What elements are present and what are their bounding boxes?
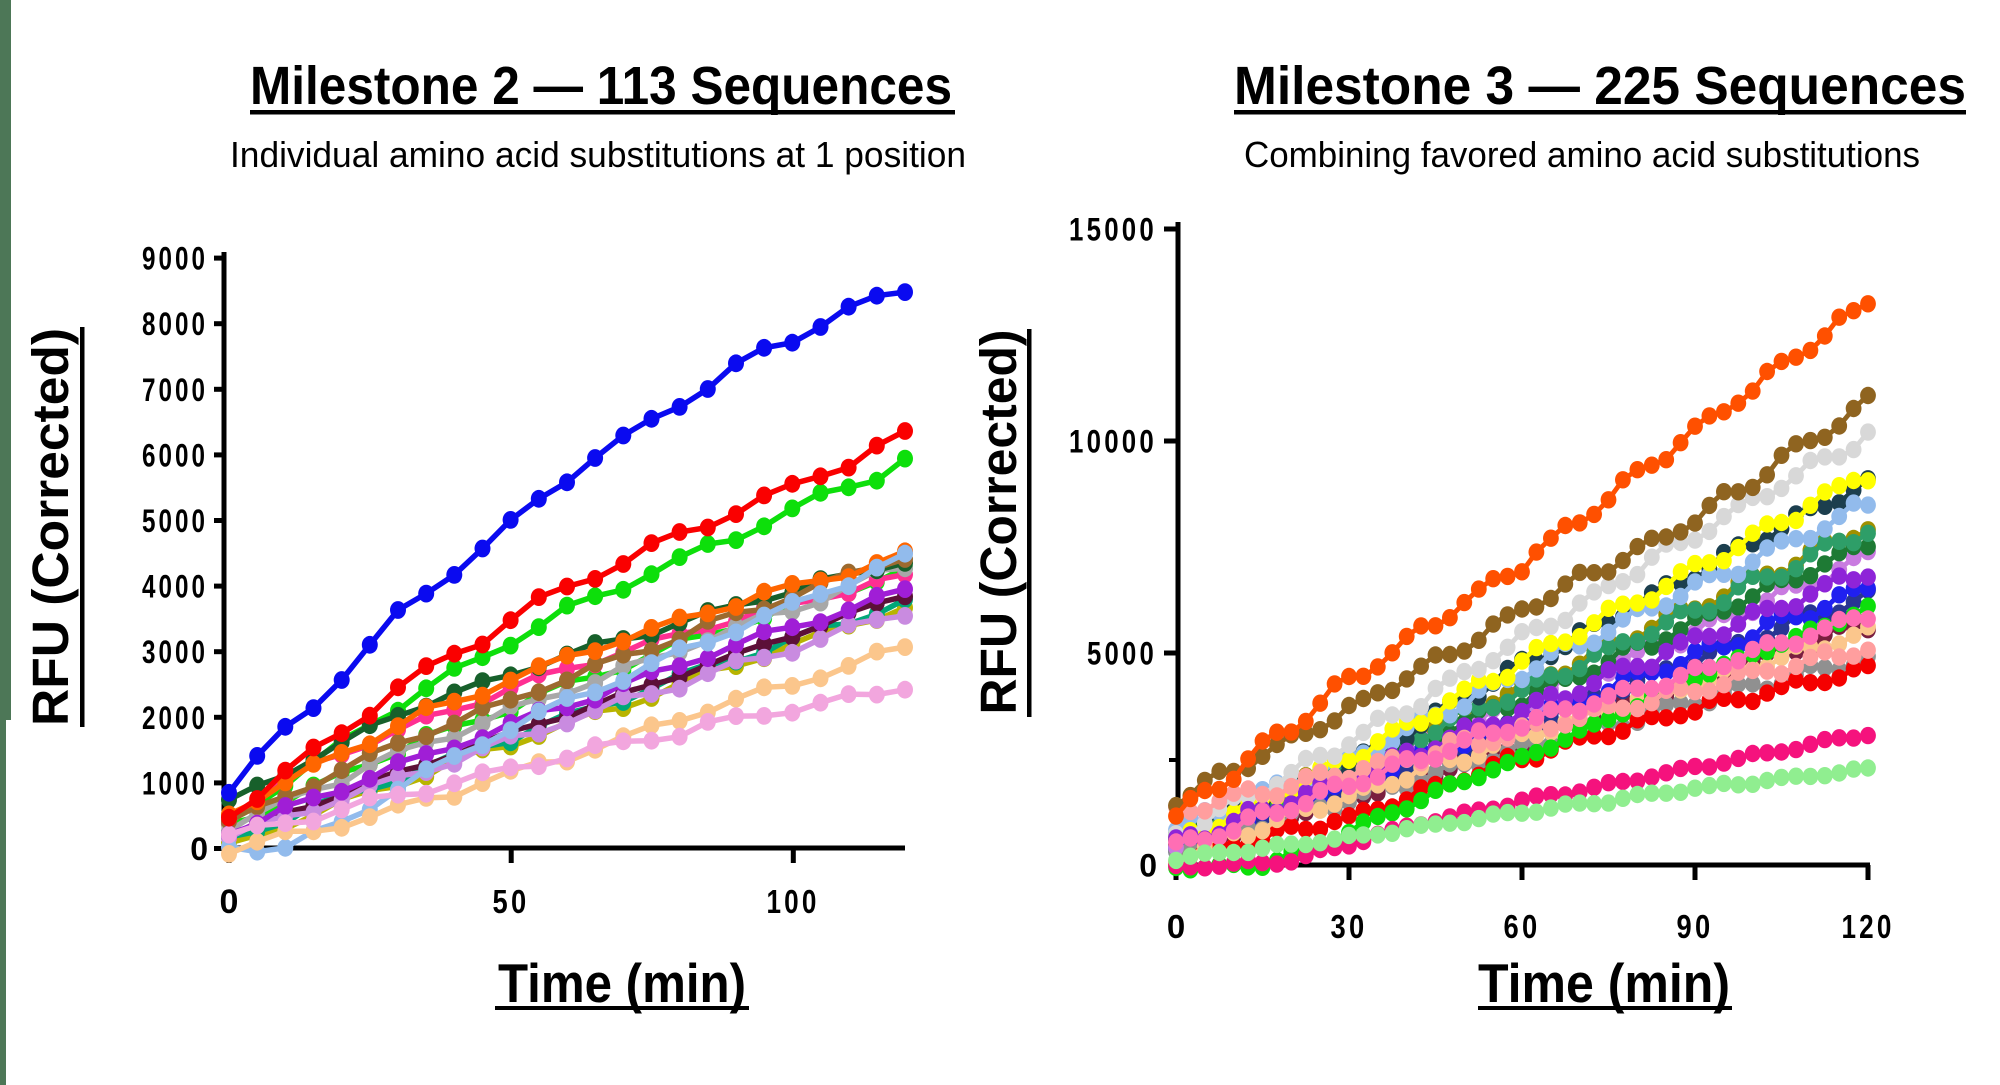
- svg-text:90: 90: [1677, 908, 1714, 945]
- svg-text:10000: 10000: [1069, 424, 1157, 460]
- svg-text:Combining favored amino acid s: Combining favored amino acid substitutio…: [1244, 134, 1920, 175]
- svg-text:RFU (Corrected): RFU (Corrected): [970, 330, 1027, 715]
- svg-text:8000: 8000: [142, 306, 208, 342]
- svg-text:30: 30: [1331, 908, 1368, 945]
- svg-text:0: 0: [190, 831, 208, 867]
- svg-text:4000: 4000: [142, 569, 208, 605]
- svg-text:60: 60: [1504, 908, 1541, 945]
- svg-text:0: 0: [1139, 848, 1157, 884]
- svg-text:7000: 7000: [142, 372, 208, 408]
- svg-text:50: 50: [493, 883, 530, 920]
- svg-text:0: 0: [220, 883, 239, 921]
- svg-text:15000: 15000: [1069, 212, 1157, 248]
- svg-text:6000: 6000: [142, 437, 208, 473]
- svg-text:RFU (Corrected): RFU (Corrected): [22, 328, 79, 726]
- svg-text:5000: 5000: [142, 503, 208, 539]
- svg-text:3000: 3000: [142, 634, 208, 670]
- svg-text:Time (min): Time (min): [498, 952, 746, 1014]
- svg-text:2000: 2000: [142, 700, 208, 736]
- svg-text:Individual amino acid substitu: Individual amino acid substitutions at 1…: [230, 134, 966, 175]
- svg-text:9000: 9000: [142, 241, 208, 277]
- svg-text:Milestone 2 — 113 Sequences: Milestone 2 — 113 Sequences: [250, 56, 952, 116]
- svg-text:Time (min): Time (min): [1478, 952, 1730, 1014]
- svg-text:5000: 5000: [1087, 636, 1157, 672]
- svg-text:120: 120: [1842, 908, 1895, 945]
- svg-text:1000: 1000: [142, 765, 208, 801]
- svg-text:0: 0: [1167, 908, 1185, 945]
- svg-text:Milestone 3 — 225 Sequences: Milestone 3 — 225 Sequences: [1234, 56, 1966, 116]
- svg-text:100: 100: [767, 883, 820, 920]
